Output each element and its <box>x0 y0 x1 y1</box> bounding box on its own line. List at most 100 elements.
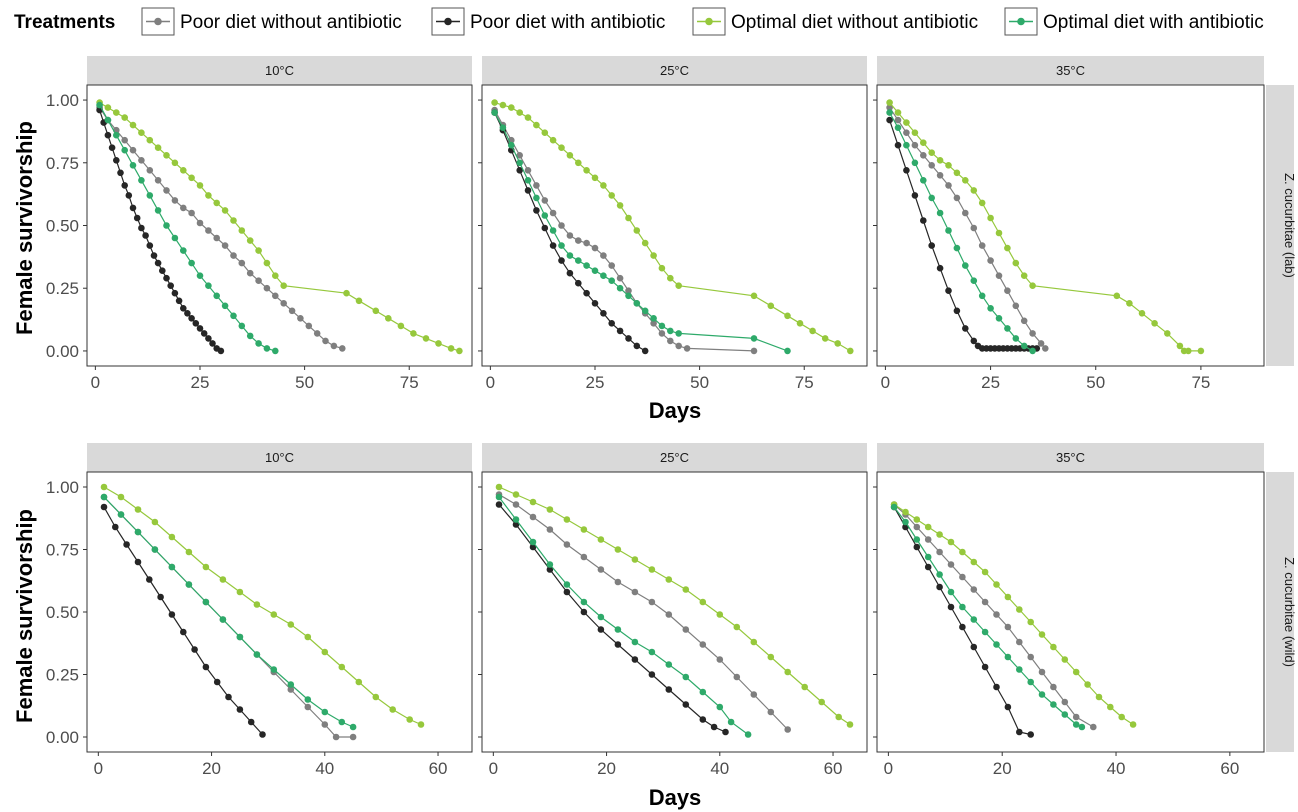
data-point <box>920 217 927 224</box>
data-point <box>1012 259 1020 267</box>
data-point <box>355 297 363 305</box>
series-optimal-diet-with-antibiotic <box>495 493 752 738</box>
x-tick-label: 75 <box>1191 373 1210 392</box>
data-point <box>625 214 632 222</box>
data-point <box>945 162 952 169</box>
data-point <box>995 272 1003 280</box>
data-point <box>970 643 978 651</box>
data-point <box>263 345 271 352</box>
data-point <box>1016 728 1023 736</box>
facet-strip-label: 10°C <box>265 63 294 78</box>
data-point <box>184 310 191 317</box>
data-point <box>230 312 237 320</box>
data-point <box>516 109 523 116</box>
data-point <box>104 131 112 139</box>
data-point <box>566 152 574 159</box>
data-point <box>516 152 523 159</box>
data-point <box>847 347 854 355</box>
data-point <box>608 192 615 199</box>
data-point <box>205 192 212 199</box>
data-point <box>134 558 142 566</box>
data-point <box>665 661 673 668</box>
data-point <box>675 342 682 350</box>
x-tick-label: 0 <box>884 759 893 778</box>
data-point <box>834 340 841 347</box>
data-point <box>835 713 842 721</box>
data-point <box>667 337 674 345</box>
data-point <box>981 663 989 671</box>
data-point <box>894 116 902 124</box>
y-tick-label: 0.50 <box>46 217 79 236</box>
facet-strip-label: 25°C <box>660 63 689 78</box>
data-point <box>616 274 624 282</box>
data-point <box>121 136 128 144</box>
data-point <box>959 548 966 556</box>
facet-strip <box>87 443 472 472</box>
data-point <box>962 325 969 332</box>
data-point <box>202 663 210 671</box>
data-point <box>970 224 978 232</box>
data-point <box>541 197 549 204</box>
data-point <box>583 167 590 174</box>
data-point <box>175 297 183 305</box>
x-tick-label: 50 <box>295 373 314 392</box>
data-point <box>100 483 108 491</box>
series-line <box>498 496 749 735</box>
data-point <box>675 330 682 337</box>
data-point <box>953 244 961 252</box>
data-point <box>682 673 690 681</box>
data-point <box>566 269 574 277</box>
data-point <box>1061 711 1069 718</box>
data-point <box>255 340 262 347</box>
data-point <box>270 611 278 618</box>
data-point <box>321 708 329 716</box>
data-point <box>142 232 149 239</box>
data-point <box>305 322 313 330</box>
data-point <box>600 252 607 259</box>
data-point <box>272 292 279 300</box>
data-point <box>499 124 507 131</box>
data-point <box>313 330 321 337</box>
row-strip-z-cucurbitae-wild: Z. cucurbitae (wild) <box>1266 472 1297 752</box>
data-point <box>1029 282 1036 290</box>
data-point <box>953 307 961 315</box>
data-point <box>936 531 943 538</box>
data-point <box>920 177 927 184</box>
data-point <box>121 146 128 154</box>
data-point <box>616 327 624 335</box>
data-point <box>920 152 927 159</box>
data-point <box>563 516 571 523</box>
data-point <box>280 300 288 307</box>
data-point <box>230 252 237 259</box>
data-point <box>322 337 329 345</box>
data-point <box>389 706 397 713</box>
data-point <box>512 501 520 508</box>
facet-strip <box>482 56 867 85</box>
data-point <box>192 320 200 327</box>
data-point <box>209 340 216 347</box>
data-point <box>767 653 775 661</box>
data-point <box>549 136 557 144</box>
data-point <box>648 671 656 678</box>
data-point <box>962 262 969 269</box>
data-point <box>180 204 187 212</box>
data-point <box>767 302 775 310</box>
data-point <box>993 611 1000 618</box>
panel-border <box>481 84 868 367</box>
data-point <box>508 104 515 111</box>
data-point <box>529 543 537 551</box>
data-point <box>1129 721 1137 728</box>
data-point <box>608 262 615 269</box>
data-point <box>959 603 966 611</box>
data-point <box>597 626 605 633</box>
x-tick-label: 40 <box>315 759 334 778</box>
data-point <box>202 563 210 571</box>
data-point <box>597 536 605 543</box>
data-point <box>614 641 622 648</box>
data-point <box>699 641 707 648</box>
data-point <box>631 656 639 663</box>
x-axis-title-top: Days <box>649 398 702 423</box>
data-point <box>699 598 707 606</box>
data-point <box>219 576 227 583</box>
series-poor-diet-without-antibiotic <box>495 491 791 733</box>
